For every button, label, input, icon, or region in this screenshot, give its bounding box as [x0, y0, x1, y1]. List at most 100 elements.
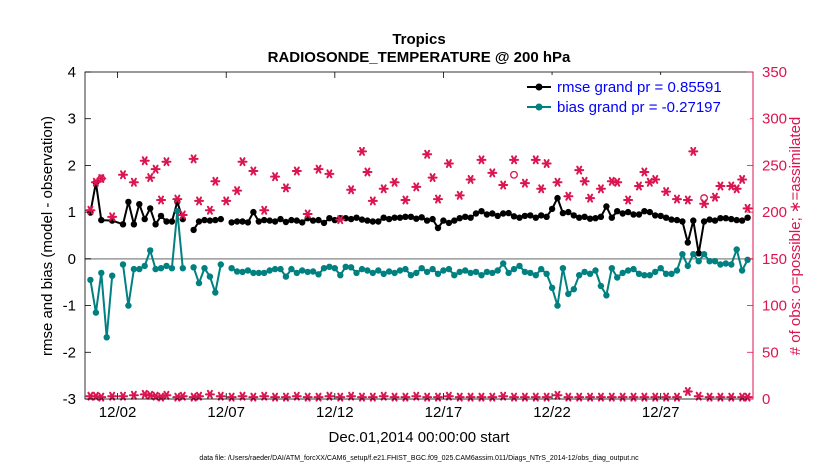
rmse-point	[136, 201, 143, 208]
obs-assimilated-bottom-marker-stroke	[196, 391, 203, 401]
obs-assimilated-marker	[204, 205, 215, 215]
bias-point	[505, 269, 512, 277]
rmse-point	[326, 215, 333, 222]
bias-point	[543, 270, 550, 277]
rmse-point	[456, 215, 463, 222]
obs-assimilated-bottom-marker-stroke	[348, 391, 355, 401]
obs-assimilated-marker-stroke	[625, 195, 632, 205]
bias-point	[293, 269, 300, 277]
y-left-tick-label: 4	[68, 64, 76, 81]
obs-assimilated-bottom-marker	[693, 391, 704, 401]
bias-point	[483, 268, 491, 276]
bias-point	[624, 267, 632, 274]
bias-point	[288, 265, 295, 273]
bias-point	[141, 262, 148, 270]
obs-assimilated-bottom-marker	[291, 391, 302, 401]
rmse-point	[261, 216, 268, 224]
obs-assimilated-marker	[595, 184, 606, 194]
obs-assimilated-marker-stroke	[614, 177, 621, 187]
rmse-point	[233, 218, 241, 225]
rmse-point	[722, 215, 729, 222]
obs-assimilated-marker-stroke	[597, 184, 604, 194]
obs-assimilated-marker-stroke	[304, 209, 311, 219]
rmse-point	[407, 213, 415, 220]
obs-assimilated-marker	[324, 169, 335, 179]
obs-assimilated-bottom-marker	[585, 392, 596, 402]
rmse-point	[516, 214, 523, 221]
rmse-point	[147, 205, 154, 212]
bias-point	[565, 290, 572, 298]
obs-assimilated-marker-stroke	[293, 166, 300, 176]
bias-point	[364, 267, 371, 274]
rmse-point	[309, 217, 317, 224]
obs-assimilated-marker-stroke	[163, 157, 170, 167]
obs-assimilated-marker-stroke	[652, 174, 659, 184]
rmse-point	[711, 217, 719, 224]
obs-assimilated-marker	[633, 181, 644, 191]
bias-point	[538, 265, 545, 273]
rmse-point	[700, 218, 708, 225]
obs-assimilated-bottom-marker	[715, 392, 726, 402]
obs-assimilated-marker	[671, 194, 682, 204]
rmse-point	[250, 208, 257, 216]
bias-point	[711, 258, 719, 265]
bias-point	[738, 267, 746, 274]
obs-assimilated-bottom-marker-stroke	[521, 392, 528, 402]
x-tick-label: 12/27	[642, 404, 680, 421]
bias-point	[635, 270, 643, 277]
obs-assimilated-marker	[465, 174, 476, 184]
obs-assimilated-bottom-marker-stroke	[250, 392, 257, 402]
obs-assimilated-marker-stroke	[337, 215, 344, 225]
rmse-point	[130, 221, 138, 228]
rmse-point	[657, 212, 664, 220]
obs-assimilated-bottom-marker-stroke	[326, 391, 333, 401]
bias-point	[326, 263, 333, 270]
bias-point	[244, 267, 252, 274]
obs-assimilated-marker	[639, 167, 650, 177]
obs-assimilated-bottom-marker-stroke	[174, 392, 181, 402]
obs-assimilated-marker	[422, 149, 433, 159]
legend: rmse grand pr = 0.85591 bias grand pr = …	[522, 75, 750, 119]
obs-assimilated-marker	[237, 157, 248, 167]
rmse-point	[738, 217, 746, 224]
rmse-point	[592, 215, 599, 222]
obs-assimilated-bottom-marker-stroke	[109, 391, 116, 401]
obs-assimilated-bottom-marker	[389, 392, 400, 402]
obs-assimilated-marker	[362, 167, 373, 177]
obs-assimilated-bottom-marker-stroke	[315, 392, 322, 402]
rmse-point	[375, 218, 382, 225]
bias-point	[521, 268, 529, 276]
rmse-point	[201, 216, 208, 224]
obs-assimilated-marker-stroke	[261, 205, 268, 215]
rmse-point	[396, 214, 404, 221]
bias-point	[657, 265, 664, 272]
bias-point	[315, 271, 322, 278]
obs-assimilated-bottom-marker-stroke	[467, 392, 474, 402]
bias-point	[695, 258, 702, 265]
obs-assimilated-bottom-marker	[280, 392, 291, 402]
y-left-tick-label: -2	[63, 344, 76, 361]
obs-assimilated-marker	[709, 192, 720, 202]
rmse-point	[662, 214, 670, 221]
obs-assimilated-bottom-marker	[433, 392, 444, 402]
obs-assimilated-bottom-marker-stroke	[445, 391, 452, 401]
obs-assimilated-marker-stroke	[690, 146, 697, 156]
bias-point	[157, 265, 165, 272]
obs-assimilated-marker	[682, 195, 693, 205]
obs-assimilated-bottom-marker	[682, 387, 693, 397]
bias-point	[195, 279, 203, 287]
obs-assimilated-marker	[280, 183, 291, 193]
obs-assimilated-bottom-marker-stroke	[744, 392, 751, 402]
obs-assimilated-marker	[536, 184, 547, 194]
bias-point	[516, 262, 523, 270]
bias-point	[152, 265, 159, 273]
bias-point	[554, 302, 561, 309]
rmse-point	[293, 217, 300, 224]
obs-assimilated-bottom-marker	[356, 392, 367, 402]
obs-assimilated-bottom-marker-stroke	[478, 392, 485, 402]
obs-assimilated-bottom-marker	[237, 391, 248, 401]
rmse-point	[521, 212, 529, 220]
obs-assimilated-bottom-marker	[650, 392, 661, 402]
rmse-point	[152, 221, 159, 228]
obs-assimilated-marker	[400, 195, 411, 205]
